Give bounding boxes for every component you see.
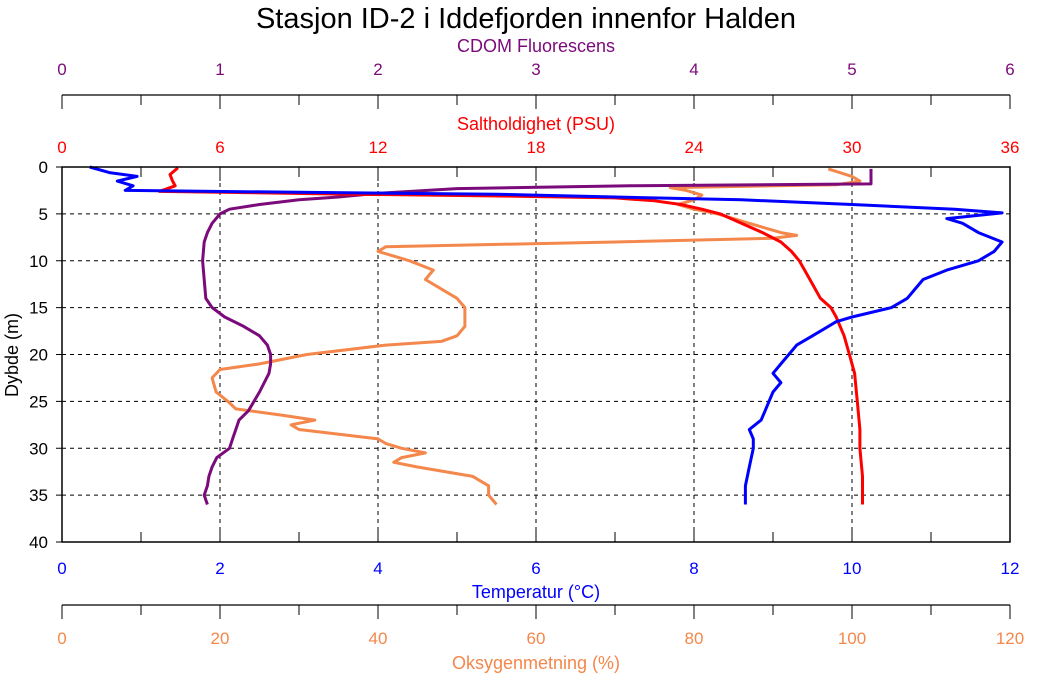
oxy-tick-label: 0 xyxy=(57,629,66,648)
oxy-tick-label: 40 xyxy=(369,629,388,648)
plot-frame xyxy=(61,166,1011,543)
temp-tick-label: 10 xyxy=(843,559,862,578)
cdom-tick-label: 5 xyxy=(847,60,856,79)
sal-tick-label: 0 xyxy=(57,138,66,157)
temp-axis-title: Temperatur (°C) xyxy=(472,582,600,602)
cdom-tick-label: 1 xyxy=(215,60,224,79)
temp-tick-label: 6 xyxy=(531,559,540,578)
series-line-sal xyxy=(157,166,864,505)
y-tick-label: 15 xyxy=(29,299,48,318)
sal-axis-title: Saltholdighet (PSU) xyxy=(457,114,615,134)
oxy-axis-title: Oksygenmetning (%) xyxy=(452,653,620,673)
y-tick-label: 25 xyxy=(29,392,48,411)
oxy-tick-label: 120 xyxy=(996,629,1024,648)
y-tick-label: 35 xyxy=(29,486,48,505)
series-line-temp xyxy=(89,165,1004,505)
y-tick-label: 10 xyxy=(29,252,48,271)
oxy-tick-label: 100 xyxy=(838,629,866,648)
y-tick-label: 30 xyxy=(29,439,48,458)
sal-tick-label: 30 xyxy=(843,138,862,157)
oxy-tick-label: 20 xyxy=(211,629,230,648)
y-tick-label: 20 xyxy=(29,346,48,365)
y-axis-label: Dybde (m) xyxy=(2,313,22,397)
temp-tick-label: 12 xyxy=(1001,559,1020,578)
temp-tick-label: 8 xyxy=(689,559,698,578)
sal-tick-label: 24 xyxy=(685,138,704,157)
cdom-tick-label: 2 xyxy=(373,60,382,79)
y-tick-label: 0 xyxy=(39,158,48,177)
oxy-tick-label: 80 xyxy=(685,629,704,648)
sal-tick-label: 36 xyxy=(1001,138,1020,157)
cdom-tick-label: 4 xyxy=(689,60,698,79)
oxy-tick-label: 60 xyxy=(527,629,546,648)
series-group xyxy=(89,165,1004,506)
grid xyxy=(62,167,1010,542)
temp-tick-label: 0 xyxy=(57,559,66,578)
cdom-axis-title: CDOM Fluorescens xyxy=(457,36,615,56)
temp-tick-label: 2 xyxy=(215,559,224,578)
chart-title: Stasjon ID-2 i Iddefjorden innenfor Hald… xyxy=(256,3,796,35)
cdom-tick-label: 0 xyxy=(57,60,66,79)
y-tick-label: 5 xyxy=(39,205,48,224)
series-line-cdom xyxy=(201,168,873,505)
sal-tick-label: 12 xyxy=(369,138,388,157)
temp-tick-label: 4 xyxy=(373,559,382,578)
cdom-tick-label: 3 xyxy=(531,60,540,79)
sal-tick-label: 6 xyxy=(215,138,224,157)
sal-tick-label: 18 xyxy=(527,138,546,157)
y-tick-label: 40 xyxy=(29,533,48,552)
cdom-tick-label: 6 xyxy=(1005,60,1014,79)
